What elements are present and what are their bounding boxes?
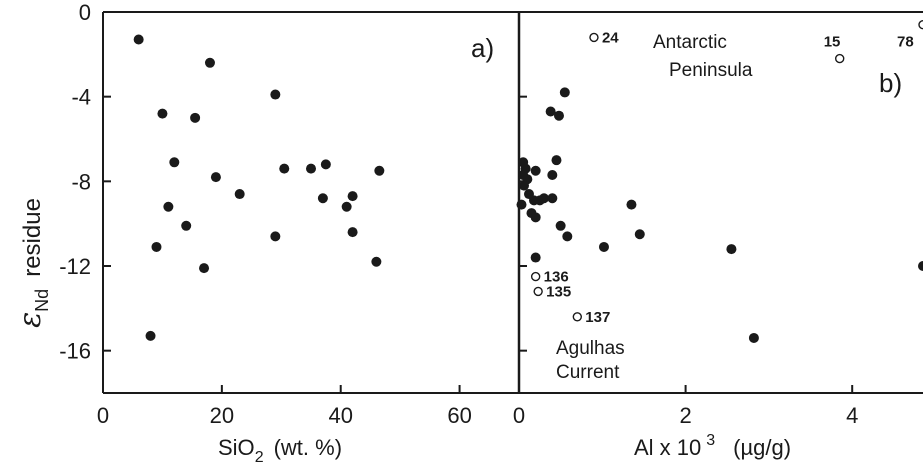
y-tick-label-0: 0 (79, 0, 91, 25)
data-point-a-0-14 (347, 191, 358, 202)
data-point-a-0-8 (306, 163, 316, 174)
x-tick-label-a-0: 0 (97, 403, 109, 428)
data-point-a-0-22 (145, 330, 156, 341)
data-point-b-0-4 (518, 180, 529, 191)
data-point-a-0-18 (347, 227, 358, 238)
x-tick-label-a-3: 60 (447, 403, 471, 428)
peninsula-label: Peninsula (669, 60, 753, 81)
x-axis-a-sub: 2 (255, 449, 264, 463)
data-point-a-0-4 (190, 112, 201, 123)
x-axis-b-main: Al x 10 (634, 435, 701, 460)
x-axis-a-main: SiO (218, 435, 255, 460)
current-label: Current (556, 362, 620, 383)
svg-text:εNdresidue: εNd residue (13, 198, 52, 328)
x-axis-label-b: Al x 10 3 (µg/g) (634, 432, 791, 460)
point-label-136: 136 (544, 269, 569, 286)
x-axis-b-units: (µg/g) (733, 435, 791, 460)
x-tick-label-b-0: 0 (513, 403, 525, 428)
data-point-b-0-16 (551, 155, 562, 166)
y-axis-symbol: ε (13, 312, 48, 328)
data-point-b-0-26 (748, 332, 759, 343)
point-label-15: 15 (824, 34, 841, 51)
data-point-b-0-25 (726, 244, 737, 255)
data-point-a-0-16 (181, 220, 192, 231)
panel-b-label: b) (879, 68, 902, 98)
points-layer (133, 20, 923, 343)
data-point-a-0-20 (199, 263, 210, 274)
y-tick-label-4: -16 (59, 339, 91, 364)
point-label-135: 135 (546, 283, 571, 300)
data-point-b-0-14 (553, 110, 564, 121)
point-label-137: 137 (585, 309, 610, 326)
x-axis-a-units: (wt. %) (274, 435, 342, 460)
data-point-a-0-9 (320, 159, 331, 170)
x-tick-label-a-2: 40 (328, 403, 352, 428)
data-point-a-0-3 (157, 108, 168, 119)
data-point-a-0-7 (279, 163, 290, 174)
data-point-a-0-6 (210, 172, 221, 183)
data-point-b-1-0 (589, 32, 599, 43)
data-point-b-0-18 (547, 193, 558, 204)
y-tick-label-2: -8 (71, 169, 91, 194)
data-point-b-0-20 (562, 231, 573, 242)
data-point-b-0-6 (516, 199, 527, 210)
x-axis-label-a: SiO2 (wt. %) (218, 435, 342, 463)
x-tick-label-a-1: 20 (210, 403, 234, 428)
data-point-b-0-11 (538, 193, 549, 204)
y-tick-label-3: -12 (59, 254, 91, 279)
data-point-a-0-2 (270, 89, 281, 100)
data-point-b-0-22 (598, 241, 609, 252)
x-tick-label-b-2: 4 (846, 403, 858, 428)
data-point-b-0-13 (545, 106, 556, 117)
data-point-a-0-13 (317, 193, 328, 204)
data-point-b-0-27 (918, 261, 923, 271)
panel-a-label: a) (471, 33, 494, 63)
data-point-a-0-0 (133, 34, 144, 45)
data-point-a-0-5 (169, 157, 180, 168)
data-point-b-0-12 (530, 165, 541, 176)
agulhas-label: Agulhas (556, 338, 625, 359)
data-point-b-1-2 (918, 20, 923, 30)
panel-a-frame (102, 11, 519, 394)
data-point-a-0-19 (151, 241, 162, 252)
data-point-a-0-12 (163, 201, 174, 212)
data-point-b-0-19 (555, 220, 566, 231)
antarctic-label: Antarctic (653, 32, 727, 53)
data-point-b-0-8 (530, 212, 541, 223)
data-point-a-0-10 (374, 165, 385, 176)
data-point-b-0-21 (530, 252, 541, 263)
data-point-b-1-3 (530, 271, 541, 282)
data-point-b-1-5 (572, 312, 583, 322)
ticks-layer: 0 20 40 600-4-8-12-160 2 4 (59, 0, 858, 428)
y-axis-subscript: Nd (32, 289, 52, 312)
data-point-b-0-23 (626, 199, 637, 210)
y-tick-label-1: -4 (71, 85, 91, 110)
data-point-a-0-15 (341, 201, 352, 212)
data-point-a-0-1 (204, 57, 215, 68)
y-axis-rest: residue (19, 198, 46, 277)
data-point-b-0-15 (559, 87, 570, 98)
x-axis-b-sup: 3 (706, 432, 715, 449)
data-point-a-0-11 (234, 189, 245, 200)
data-point-b-1-4 (533, 286, 543, 297)
point-label-24: 24 (602, 29, 619, 46)
data-point-b-0-17 (547, 169, 558, 180)
x-tick-label-b-1: 2 (679, 403, 691, 428)
data-point-a-0-21 (371, 256, 382, 267)
data-point-a-0-17 (270, 231, 281, 242)
y-axis-label: εNd residue (13, 198, 52, 328)
data-point-b-0-24 (634, 229, 645, 240)
point-label-78: 78 (897, 34, 914, 51)
data-point-b-1-1 (835, 53, 845, 64)
